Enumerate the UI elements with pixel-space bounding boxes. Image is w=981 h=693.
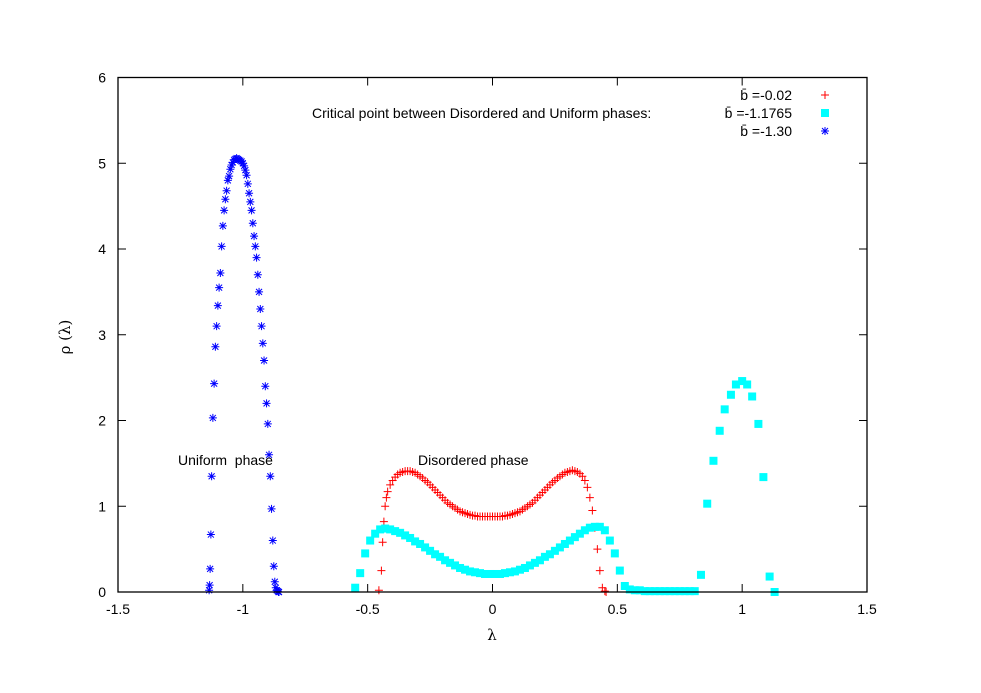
x-tick-label: -1 [237,601,250,617]
legend-entry-2-label: b̄ =-1.1765 [725,105,793,121]
series-3 [205,154,284,596]
x-tick-label: -1.5 [106,601,130,617]
data-points [205,154,779,596]
axis-ticks [117,77,868,593]
annotation-uniform-phase: Uniform phase [178,452,273,468]
y-tick-label: 5 [98,155,106,171]
y-tick-label: 2 [98,413,106,429]
x-tick-label: 1.5 [857,601,877,617]
x-tick-label: 0.5 [608,601,628,617]
annotation-disordered-phase: Disordered phase [418,452,529,468]
legend-markers [821,91,829,135]
legend-entry-1-label: b̄ =-0.02 [740,87,792,103]
legend: b̄ =-0.02 Critical point between Disorde… [312,87,829,139]
y-tick-label: 4 [98,241,106,257]
series-2 [351,377,779,596]
series-1 [374,466,611,596]
y-tick-label: 0 [98,584,106,600]
x-tick-label: 1 [738,601,746,617]
x-tick-label: -0.5 [356,601,380,617]
x-axis-label: λ [487,626,497,644]
legend-title: Critical point between Disordered and Un… [312,105,651,121]
legend-entry-3-label: b̄ =-1.30 [740,123,792,139]
y-axis-label: ρ (λ) [56,320,74,355]
y-tick-label: 3 [98,327,106,343]
y-tick-label: 6 [98,70,106,86]
x-tick-label: 0 [489,601,497,617]
tick-labels: -1.5 -1 -0.5 0 0.5 1 1.5 0 1 2 3 4 5 6 [98,70,877,618]
y-tick-label: 1 [98,498,106,514]
